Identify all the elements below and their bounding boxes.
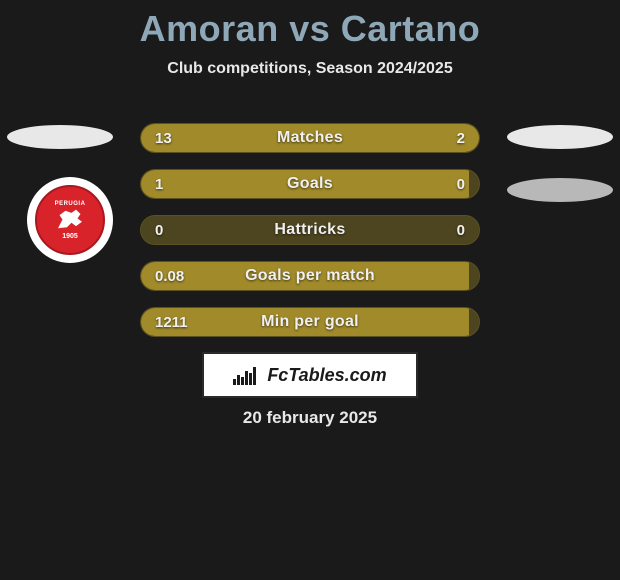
page-title: Amoran vs Cartano <box>0 0 620 50</box>
stat-label: Goals per match <box>141 262 479 290</box>
stat-row: 00Hattricks <box>140 215 480 245</box>
stat-label: Min per goal <box>141 308 479 336</box>
watermark: FcTables.com <box>202 352 418 398</box>
stat-row: 132Matches <box>140 123 480 153</box>
club-year: 1905 <box>62 233 78 240</box>
player1-photo-placeholder <box>7 125 113 149</box>
stat-row: 1211Min per goal <box>140 307 480 337</box>
stat-row: 0.08Goals per match <box>140 261 480 291</box>
title-vs: vs <box>289 8 330 49</box>
stat-label: Matches <box>141 124 479 152</box>
club-name: PERUGIA <box>55 201 86 207</box>
player2-photo-placeholder <box>507 125 613 149</box>
stat-label: Hattricks <box>141 216 479 244</box>
date-label: 20 february 2025 <box>0 408 620 428</box>
subtitle: Club competitions, Season 2024/2025 <box>0 60 620 78</box>
title-player2: Cartano <box>341 8 481 49</box>
griffin-icon <box>55 209 85 231</box>
stat-row: 10Goals <box>140 169 480 199</box>
club-badge-inner: PERUGIA 1905 <box>35 185 105 255</box>
stats-bars: 132Matches 10Goals 00Hattricks 0.08Goals pe… <box>140 123 480 353</box>
player2-club-placeholder <box>507 178 613 202</box>
player1-club-badge: PERUGIA 1905 <box>27 177 113 263</box>
stat-label: Goals <box>141 170 479 198</box>
watermark-text: FcTables.com <box>267 365 386 386</box>
watermark-chart-icon <box>233 365 261 385</box>
title-player1: Amoran <box>140 8 279 49</box>
